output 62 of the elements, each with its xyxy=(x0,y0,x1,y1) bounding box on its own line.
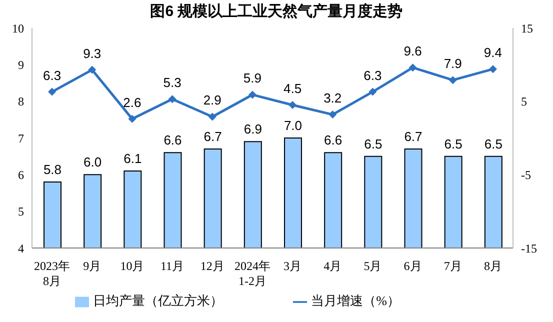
point xyxy=(208,112,216,121)
y-tick-label: 8 xyxy=(18,94,24,109)
data-label: 2.6 xyxy=(123,94,142,110)
x-tick-label: 4月 xyxy=(324,259,342,273)
point xyxy=(248,90,256,99)
data-label: 6.7 xyxy=(404,129,422,144)
x-tick-label: 5月 xyxy=(364,259,382,273)
data-label: 4.5 xyxy=(284,81,302,96)
x-tick-label: 2023年 8月 xyxy=(34,259,70,288)
data-label: 6.3 xyxy=(43,68,62,83)
point xyxy=(88,66,96,74)
data-label: 6.3 xyxy=(364,68,382,83)
y2-tick-label: 15 xyxy=(521,21,533,36)
data-label: 6.5 xyxy=(444,136,462,152)
x-tick-label: 8月 xyxy=(484,259,502,273)
data-label: 5.8 xyxy=(43,162,62,177)
data-label: 7.9 xyxy=(444,56,462,72)
x-tick-label: 11月 xyxy=(160,259,184,273)
legend-label: 当月增速（%） xyxy=(311,293,400,308)
data-label: 3.2 xyxy=(324,90,342,106)
x-tick-label: 2024年 1-2月 xyxy=(234,259,270,288)
point xyxy=(448,76,457,84)
data-label: 6.0 xyxy=(84,154,102,170)
data-label: 6.9 xyxy=(244,122,262,137)
data-label: 7.0 xyxy=(284,118,302,133)
y2-tick-label: -5 xyxy=(521,168,531,182)
x-tick-label: 12月 xyxy=(200,259,224,273)
data-label: 6.6 xyxy=(324,132,342,148)
data-label: 9.4 xyxy=(484,45,502,60)
y-tick-label: 9 xyxy=(18,58,24,72)
point xyxy=(48,88,56,96)
data-label: 9.3 xyxy=(83,46,102,61)
x-tick-label: 7月 xyxy=(444,259,462,273)
point xyxy=(168,95,176,104)
x-tick-label: 6月 xyxy=(404,259,422,273)
data-label: 6.6 xyxy=(164,132,182,148)
data-label: 6.5 xyxy=(364,136,382,152)
point xyxy=(368,88,377,96)
point xyxy=(288,101,297,109)
point xyxy=(488,65,497,74)
legend-label: 日均产量（亿立方米） xyxy=(93,293,224,308)
y-tick-label: 6 xyxy=(18,168,24,182)
data-label: 6.7 xyxy=(204,129,222,144)
y-tick-label: 10 xyxy=(12,21,24,36)
data-label: 9.6 xyxy=(404,44,422,59)
x-tick-label: 10月 xyxy=(120,259,144,273)
data-label: 2.9 xyxy=(203,92,222,108)
data-label: 6.5 xyxy=(484,136,502,152)
y2-tick-label: -15 xyxy=(521,241,537,256)
chart-title: 图6 规模以上工业天然气产量月度走势 xyxy=(149,2,404,20)
y-tick-label: 4 xyxy=(18,241,24,256)
y-tick-label: 7 xyxy=(18,131,24,146)
x-tick-label: 9月 xyxy=(83,259,102,273)
data-label: 6.1 xyxy=(124,151,142,166)
data-label: 5.9 xyxy=(243,70,262,86)
point xyxy=(128,114,136,123)
point xyxy=(408,64,417,72)
y2-tick-label: 5 xyxy=(521,94,527,109)
x-tick-label: 3月 xyxy=(284,259,302,273)
point xyxy=(328,110,337,119)
data-label: 5.3 xyxy=(163,75,182,90)
y-tick-label: 5 xyxy=(18,204,24,219)
